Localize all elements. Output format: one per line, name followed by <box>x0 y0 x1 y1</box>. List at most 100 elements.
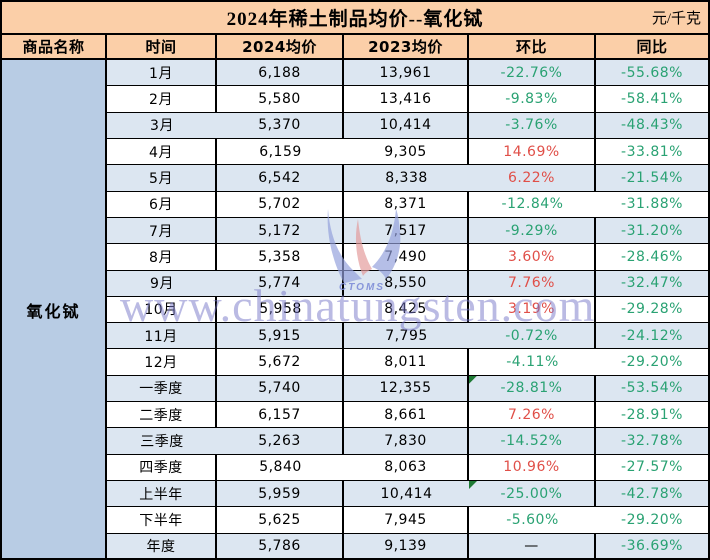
mom-cell: -12.84% <box>469 191 596 218</box>
time-cell: 3月 <box>107 112 217 139</box>
yoy-cell-value: -42.78% <box>621 485 683 502</box>
time-cell: 12月 <box>107 349 217 376</box>
time-cell: 4月 <box>107 138 217 166</box>
column-header-avg-2023: 2023均价 <box>344 35 469 60</box>
time-cell-value: 12月 <box>144 355 178 372</box>
mom-cell-value: — <box>524 538 539 555</box>
avg-2023-cell-value: 9,305 <box>384 143 427 160</box>
mom-cell: -9.83% <box>469 86 596 113</box>
time-cell-value: 9月 <box>150 276 174 293</box>
avg-2023-cell-value: 8,011 <box>384 354 427 371</box>
avg-2023-cell: 8,550 <box>344 270 469 297</box>
yoy-cell-value: -27.57% <box>621 459 683 476</box>
time-cell: 7月 <box>107 217 217 245</box>
avg-2024-cell-value: 5,358 <box>258 248 301 265</box>
avg-2023-cell-value: 7,490 <box>384 248 427 265</box>
time-cell: 9月 <box>107 270 217 297</box>
time-cell-value: 三季度 <box>140 434 184 451</box>
avg-2023-cell: 13,416 <box>344 86 469 113</box>
avg-2023-cell: 8,011 <box>344 349 469 376</box>
avg-2023-cell: 7,517 <box>344 217 469 245</box>
time-cell-value: 10月 <box>144 302 178 319</box>
avg-2024-cell: 6,157 <box>217 402 344 429</box>
avg-2024-cell-value: 6,157 <box>258 406 301 423</box>
avg-2023-cell-value: 10,414 <box>379 117 432 134</box>
time-cell: 三季度 <box>107 428 217 455</box>
avg-2024-cell-value: 6,188 <box>258 64 301 81</box>
time-cell-value: 年度 <box>146 539 176 556</box>
avg-2023-cell-value: 9,139 <box>384 538 427 555</box>
mom-cell: -28.81% <box>469 375 596 403</box>
yoy-cell-value: -29.20% <box>621 354 683 371</box>
avg-2024-cell-value: 5,702 <box>258 196 301 213</box>
avg-2023-cell: 7,490 <box>344 244 469 271</box>
mom-cell-value: 3.19% <box>508 301 555 318</box>
mom-cell-value: -22.76% <box>500 64 563 81</box>
avg-2024-cell-value: 5,840 <box>259 459 302 476</box>
time-cell-value: 下半年 <box>139 513 183 530</box>
avg-2023-cell: 9,139 <box>344 533 469 558</box>
page-title: 2024年稀土制品均价--氧化铽 <box>226 9 484 30</box>
mom-cell-value: 7.26% <box>508 406 555 423</box>
avg-2023-cell: 7,795 <box>344 323 469 350</box>
avg-2024-cell-value: 5,625 <box>258 512 301 529</box>
column-header-mom: 环比 <box>469 35 596 60</box>
mom-cell: 10.96% <box>469 454 596 482</box>
yoy-cell: -28.91% <box>596 402 708 429</box>
avg-2023-cell: 8,338 <box>344 165 469 192</box>
yoy-cell-value: -28.46% <box>621 248 683 265</box>
avg-2024-cell-value: 5,958 <box>259 301 302 318</box>
avg-2024-cell: 5,915 <box>217 323 344 350</box>
mom-cell: -25.00% <box>469 481 596 508</box>
avg-2024-cell: 6,188 <box>217 60 344 87</box>
avg-2024-cell: 5,580 <box>217 86 344 113</box>
avg-2024-cell-value: 5,774 <box>258 275 301 292</box>
mom-cell: 7.76% <box>469 270 596 297</box>
time-cell: 5月 <box>107 165 217 192</box>
avg-2024-cell: 5,358 <box>217 244 344 271</box>
avg-2023-cell: 7,830 <box>344 428 469 455</box>
avg-2024-cell-value: 6,159 <box>259 143 302 160</box>
avg-2024-cell: 5,625 <box>217 507 344 534</box>
time-cell: 6月 <box>107 191 217 218</box>
mom-cell-value: -0.72% <box>505 327 558 344</box>
yoy-cell-value: -31.20% <box>621 222 683 239</box>
avg-2024-cell: 6,159 <box>217 138 344 166</box>
avg-2023-cell: 8,371 <box>344 191 469 218</box>
avg-2024-cell-value: 5,172 <box>258 222 301 239</box>
avg-2023-cell-value: 7,830 <box>384 433 427 450</box>
yoy-cell-value: -33.81% <box>621 143 683 160</box>
yoy-cell-value: -29.20% <box>621 512 683 529</box>
avg-2023-cell: 7,945 <box>344 507 469 534</box>
mom-cell: — <box>469 533 596 558</box>
time-cell-value: 6月 <box>149 197 173 214</box>
time-cell-value: 8月 <box>149 249 173 266</box>
avg-2023-cell-value: 7,795 <box>385 327 428 344</box>
avg-2023-cell: 10,414 <box>344 112 469 139</box>
time-cell-value: 5月 <box>149 170 173 187</box>
yoy-cell: -21.54% <box>596 165 708 192</box>
avg-2023-cell: 8,063 <box>344 454 469 482</box>
mom-cell: 6.22% <box>469 165 596 192</box>
yoy-cell: -31.20% <box>596 217 708 245</box>
avg-2024-cell: 5,370 <box>217 112 344 139</box>
avg-2023-cell-value: 13,961 <box>379 64 432 81</box>
mom-cell-value: -14.52% <box>500 433 563 450</box>
time-cell: 8月 <box>107 244 217 271</box>
time-cell-value: 1月 <box>149 65 173 82</box>
mom-cell: 3.19% <box>469 296 596 324</box>
yoy-cell: -32.78% <box>596 428 708 455</box>
mom-cell-value: -5.60% <box>506 512 559 529</box>
avg-2024-cell-value: 5,263 <box>258 433 301 450</box>
yoy-cell-value: -24.12% <box>621 327 683 344</box>
yoy-cell: -36.69% <box>596 533 708 558</box>
mom-cell-value: 6.22% <box>508 169 555 186</box>
mom-cell: -5.60% <box>469 507 596 534</box>
mom-cell: 7.26% <box>469 402 596 429</box>
mom-cell-value: -25.00% <box>500 485 563 502</box>
yoy-cell-value: -21.54% <box>621 169 683 186</box>
mom-cell: 14.69% <box>469 138 596 166</box>
mom-cell: -4.11% <box>469 349 596 376</box>
time-cell: 2月 <box>107 86 217 113</box>
green-corner-flag-icon <box>469 481 477 490</box>
